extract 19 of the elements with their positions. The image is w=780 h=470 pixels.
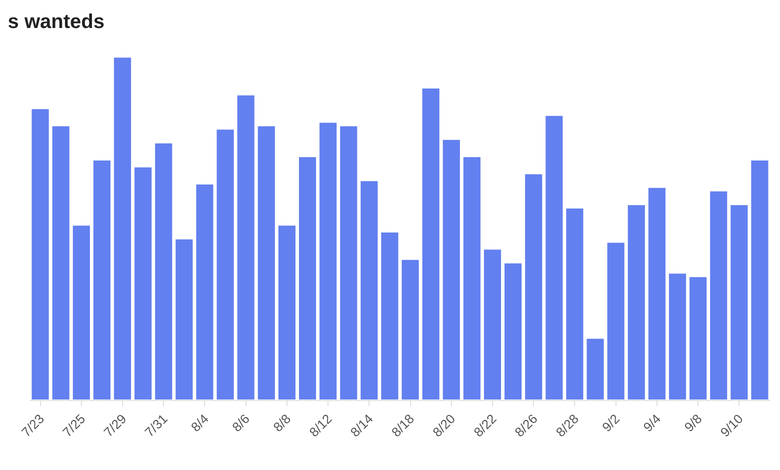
x-tick-label: 8/8: [270, 411, 294, 435]
x-tick-label: 8/22: [470, 411, 500, 440]
x-tick-label: 8/28: [552, 411, 582, 440]
x-tick-label: 7/29: [100, 411, 130, 440]
x-tick-label: 8/20: [430, 411, 458, 440]
x-tick-label: 7/31: [142, 411, 170, 440]
x-tick-label: 9/8: [681, 411, 705, 435]
x-tick-label: 7/25: [60, 411, 88, 440]
x-tick-label: 8/18: [388, 411, 417, 440]
x-tick-label: 9/10: [717, 411, 746, 440]
chart-title: s wanteds: [8, 11, 105, 34]
x-tick-label: 8/12: [306, 411, 335, 440]
x-tick-label: 8/4: [188, 411, 212, 435]
x-tick-label: 8/14: [347, 411, 376, 440]
x-tick-label: 8/26: [512, 411, 540, 440]
x-tick-label: 8/6: [229, 411, 253, 435]
x-tick-label: 9/4: [640, 411, 664, 435]
x-tick-label: 7/23: [18, 411, 47, 440]
x-tick-label: 9/2: [599, 411, 623, 435]
